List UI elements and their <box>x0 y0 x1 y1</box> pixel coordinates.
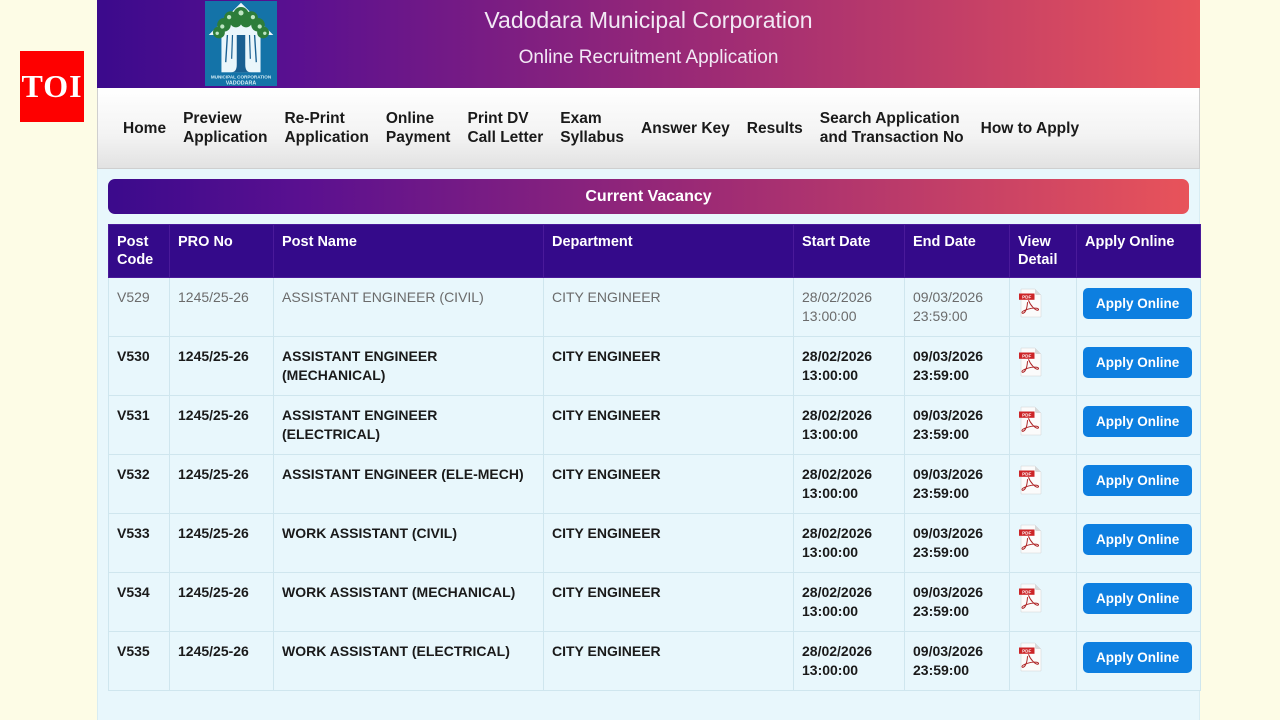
svg-text:PDF: PDF <box>1022 589 1031 594</box>
svg-text:VADODARA: VADODARA <box>226 81 257 86</box>
svg-text:PDF: PDF <box>1022 412 1031 417</box>
svg-text:PDF: PDF <box>1022 530 1031 535</box>
svg-text:PDF: PDF <box>1022 648 1031 653</box>
svg-text:MUNICIPAL CORPORATION: MUNICIPAL CORPORATION <box>211 74 271 79</box>
svg-text:PDF: PDF <box>1022 471 1031 476</box>
svg-text:PDF: PDF <box>1022 294 1031 299</box>
svg-text:PDF: PDF <box>1022 353 1031 358</box>
